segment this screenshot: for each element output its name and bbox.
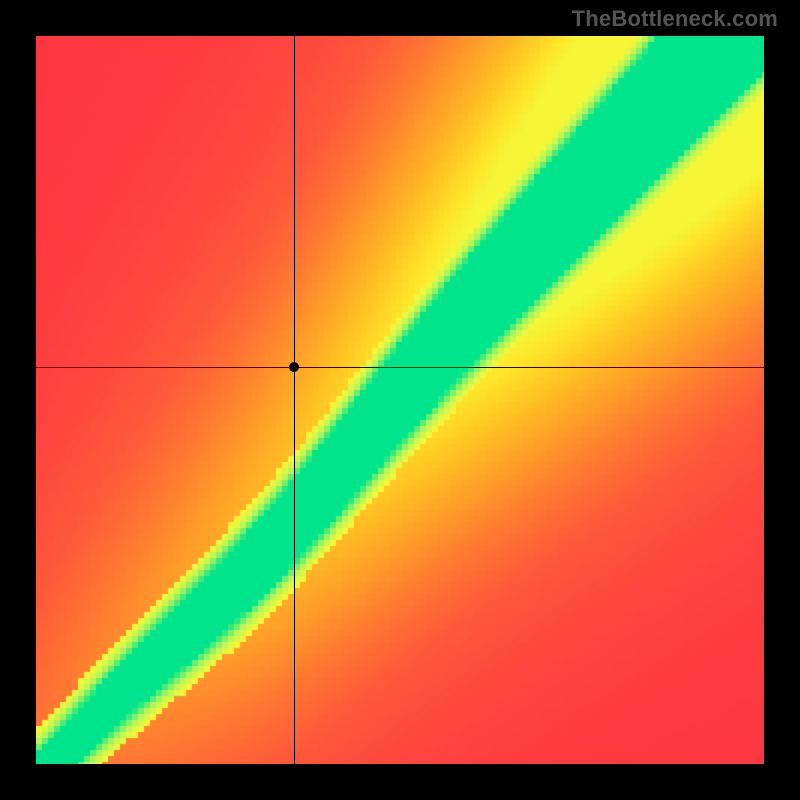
crosshair-marker xyxy=(289,362,299,372)
heatmap-canvas xyxy=(36,36,764,764)
watermark-text: TheBottleneck.com xyxy=(572,6,778,32)
heatmap-plot xyxy=(36,36,764,764)
crosshair-horizontal xyxy=(36,367,764,368)
figure-root: TheBottleneck.com xyxy=(0,0,800,800)
crosshair-vertical xyxy=(294,36,295,764)
